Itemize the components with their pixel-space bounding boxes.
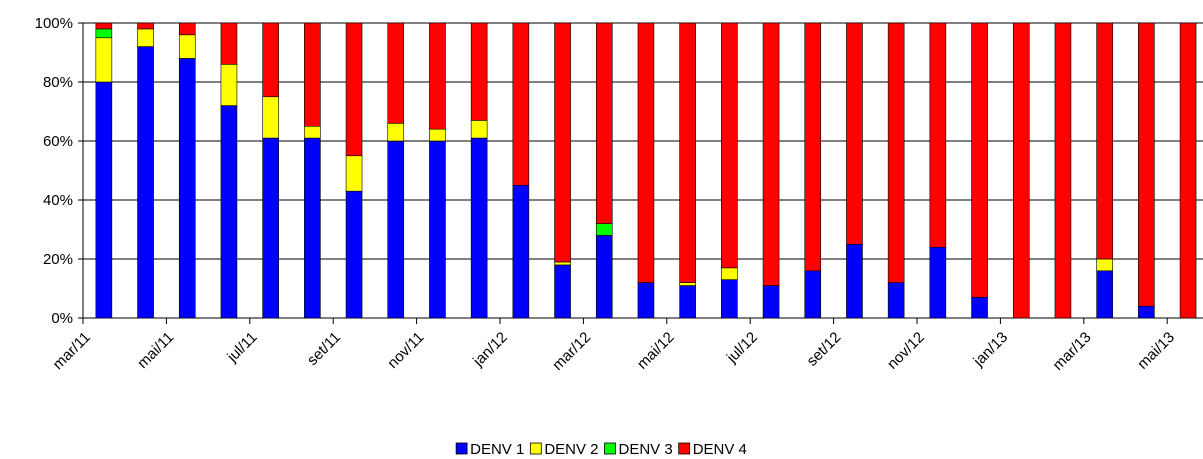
bar-segment [846, 243, 863, 319]
x-tick-label: set/12 [804, 329, 845, 370]
bar-segment [554, 261, 571, 266]
x-tick-label: mar/11 [50, 329, 94, 373]
bar-segment [721, 22, 738, 269]
bar-segment [470, 120, 488, 139]
bar-segment [429, 22, 446, 130]
bar-segment [387, 123, 405, 142]
bar-segment [304, 22, 321, 127]
bar-segment [679, 22, 696, 283]
y-tick-label: 60% [43, 133, 73, 150]
bar-segment [1096, 22, 1113, 260]
bar-segment [345, 190, 363, 319]
bar-segment [387, 140, 405, 319]
bar-segment [220, 105, 238, 319]
bar-segment [470, 137, 488, 319]
bar-segment [971, 22, 988, 298]
bar-segment [220, 22, 238, 65]
legend-swatch [455, 442, 468, 455]
bar-segment [470, 22, 488, 121]
bar-segment [762, 285, 780, 319]
y-tick-label: 20% [43, 251, 73, 268]
x-tick-label: jul/11 [223, 329, 260, 366]
bar-segment [971, 297, 988, 319]
bar-segment [762, 22, 780, 286]
y-tick-label: 80% [43, 74, 73, 91]
bar-segment [178, 22, 196, 36]
bar-segment [387, 22, 405, 124]
bar-segment [95, 37, 113, 83]
bar-segment [595, 235, 613, 319]
bar-segment [95, 22, 113, 30]
x-tick-label: set/11 [304, 329, 344, 369]
bar-segment [220, 64, 238, 106]
bar-segment [595, 223, 613, 236]
x-tick-label: mar/12 [549, 329, 594, 374]
bar-segment [804, 270, 822, 319]
bar-segment [304, 125, 321, 139]
x-tick-label: jan/12 [469, 329, 511, 371]
x-tick-label: nov/11 [384, 329, 427, 372]
bar-segment [1012, 22, 1030, 319]
bar-segment [345, 22, 363, 157]
x-tick-label: mai/13 [1134, 329, 1178, 373]
bar-segment [304, 137, 321, 319]
legend: DENV 1 DENV 2 DENV 3 DENV 4 [455, 441, 747, 458]
bar-segment [679, 285, 696, 319]
bar-segment [137, 46, 154, 319]
x-tick-label: jul/12 [723, 329, 761, 367]
bar-segment [887, 22, 905, 283]
bar-segment [554, 22, 571, 263]
bar-segment [554, 264, 571, 319]
bar-segment [95, 81, 113, 319]
legend-label: DENV 2 [544, 441, 598, 458]
bar-segment [1096, 270, 1113, 319]
bar-segment [262, 96, 279, 139]
bar-segment [178, 58, 196, 319]
bar-segment [1138, 305, 1155, 319]
y-tick-label: 100% [35, 15, 73, 32]
bar-segment [804, 22, 822, 272]
bar-segment [429, 128, 446, 142]
bar-segment [1179, 22, 1197, 319]
bar-segment [512, 184, 530, 319]
bar-segment [262, 22, 279, 98]
legend-label: DENV 1 [470, 441, 524, 458]
bar-segment [345, 155, 363, 192]
bar-segment [512, 22, 530, 186]
bar-segment [262, 137, 279, 319]
x-tick-label: mai/11 [134, 329, 177, 372]
x-tick-label: nov/12 [884, 329, 928, 373]
legend-swatch [604, 442, 616, 455]
bar-segment [95, 28, 113, 39]
bar-segment [679, 282, 696, 286]
bar-segment [637, 282, 655, 319]
legend-label: DENV 4 [693, 441, 747, 458]
x-tick-label: mar/13 [1050, 329, 1095, 374]
bar-segment [1054, 22, 1072, 319]
x-tick-label: jan/13 [970, 329, 1012, 371]
bar-segment [178, 34, 196, 59]
bar-segment [929, 246, 947, 319]
legend-label: DENV 3 [619, 441, 673, 458]
bar-segment [1138, 22, 1155, 307]
y-tick-label: 0% [51, 310, 73, 327]
bar-segment [721, 279, 738, 319]
bar-segment [887, 282, 905, 319]
bar-segment [637, 22, 655, 283]
y-tick-label: 40% [43, 192, 73, 209]
bar-segment [1096, 258, 1113, 272]
bar-segment [137, 28, 154, 47]
legend-swatch [678, 442, 691, 455]
bar-segment [429, 140, 446, 319]
bar-segment [721, 267, 738, 280]
x-tick-label: mai/12 [634, 329, 678, 373]
bar-segment [929, 22, 947, 248]
legend-swatch [529, 442, 542, 455]
bar-segment [137, 22, 154, 30]
bar-segment [846, 22, 863, 245]
bar-segment [595, 22, 613, 224]
